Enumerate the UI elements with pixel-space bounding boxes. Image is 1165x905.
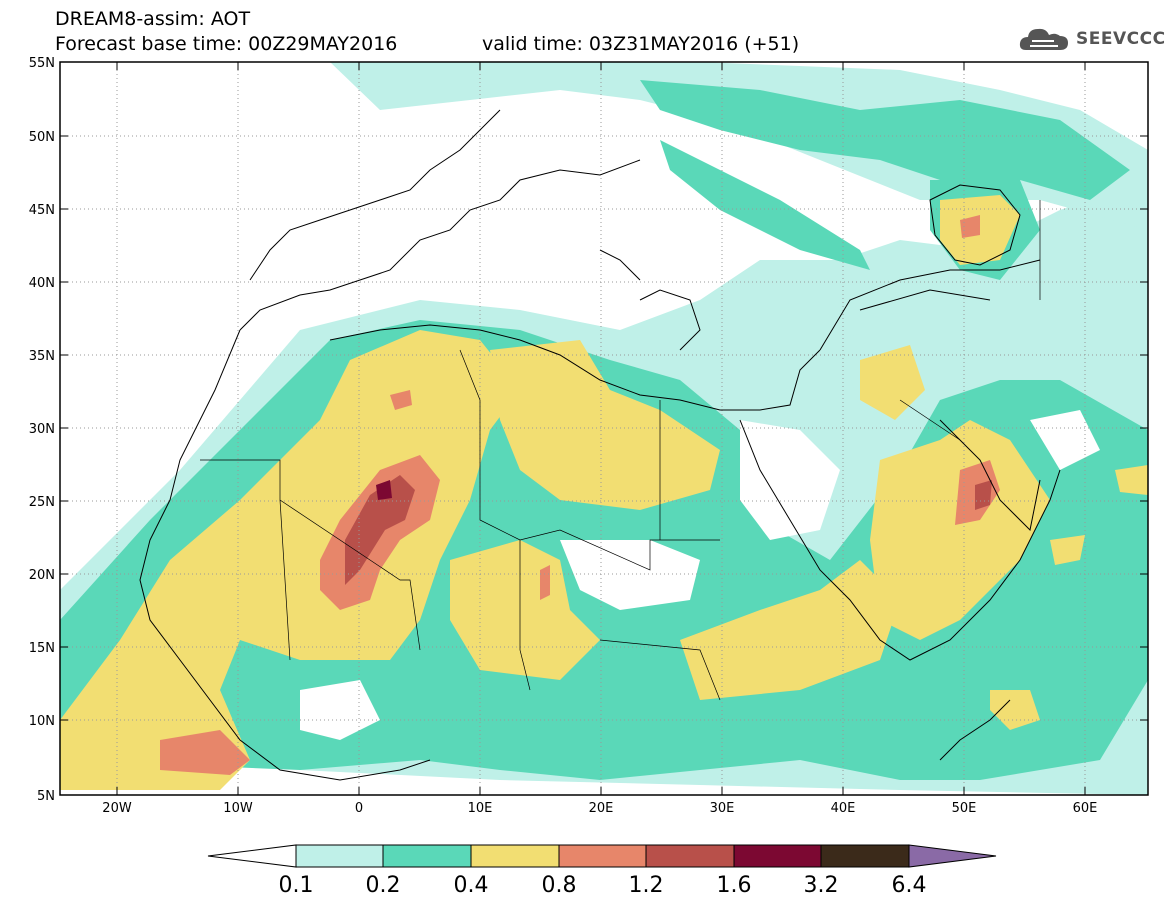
logo-text: SEEVCCC [1076, 29, 1165, 49]
lon-label: 0 [355, 801, 363, 816]
colorbar-label: 3.2 [804, 873, 839, 898]
valid-time: valid time: 03Z31MAY2016 (+51) [482, 33, 800, 55]
lon-label: 50E [952, 801, 977, 816]
colorbar-swatch [382, 844, 472, 868]
lon-label: 60E [1073, 801, 1098, 816]
colorbar-swatch [295, 844, 384, 868]
colorbar-swatch [820, 844, 910, 868]
lon-label: 10E [468, 801, 493, 816]
lon-labels: 20W 10W 0 10E 20E 30E 40E 50E 60E [102, 801, 1097, 816]
aot-band-0.4 [60, 195, 1148, 790]
lon-label: 20W [102, 801, 132, 816]
colorbar-high-arrow [908, 844, 997, 868]
lat-label: 5N [37, 789, 55, 804]
colorbar-label: 1.6 [717, 873, 752, 898]
lat-label: 55N [29, 56, 55, 71]
base-time: Forecast base time: 00Z29MAY2016 [55, 33, 398, 55]
aot-clear-areas [60, 410, 1148, 795]
lat-label: 40N [29, 276, 55, 291]
colorbar-swatch [733, 844, 822, 868]
lon-label: 30E [710, 801, 735, 816]
lat-label: 35N [29, 349, 55, 364]
colorbar-label: 0.1 [279, 873, 314, 898]
lat-label: 20N [29, 568, 55, 583]
lat-label: 10N [29, 714, 55, 729]
colorbar-label: 1.2 [629, 873, 664, 898]
colorbar-swatch [558, 844, 647, 868]
colorbar-label: 0.4 [454, 873, 489, 898]
colorbar-labels: 0.1 0.2 0.4 0.8 1.2 1.6 3.2 6.4 [279, 873, 927, 898]
colorbar [207, 844, 997, 868]
aot-band-1.6 [376, 480, 392, 500]
lon-label: 10W [223, 801, 253, 816]
lat-label: 50N [29, 130, 55, 145]
lat-labels: 55N 50N 45N 40N 35N 30N 25N 20N 15N 10N … [29, 56, 55, 804]
cloud-icon [1019, 28, 1068, 50]
model-title: DREAM8-assim: AOT [55, 8, 251, 30]
lat-label: 25N [29, 495, 55, 510]
aot-field [60, 62, 1148, 795]
tick-marks [60, 61, 1148, 796]
lat-label: 30N [29, 422, 55, 437]
colorbar-swatch [470, 844, 560, 868]
colorbar-low-arrow [207, 844, 297, 868]
lat-label: 15N [29, 641, 55, 656]
lon-label: 20E [589, 801, 614, 816]
seevccc-logo: SEEVCCC [1018, 23, 1165, 55]
lon-label: 40E [831, 801, 856, 816]
lat-label: 45N [29, 203, 55, 218]
colorbar-label: 0.8 [542, 873, 577, 898]
colorbar-label: 0.2 [366, 873, 401, 898]
aot-band-1.2 [345, 475, 992, 585]
coastlines [139, 109, 1061, 781]
colorbar-swatch [645, 844, 735, 868]
borders [200, 200, 1041, 701]
colorbar-label: 6.4 [892, 873, 927, 898]
graticule [60, 62, 1148, 795]
